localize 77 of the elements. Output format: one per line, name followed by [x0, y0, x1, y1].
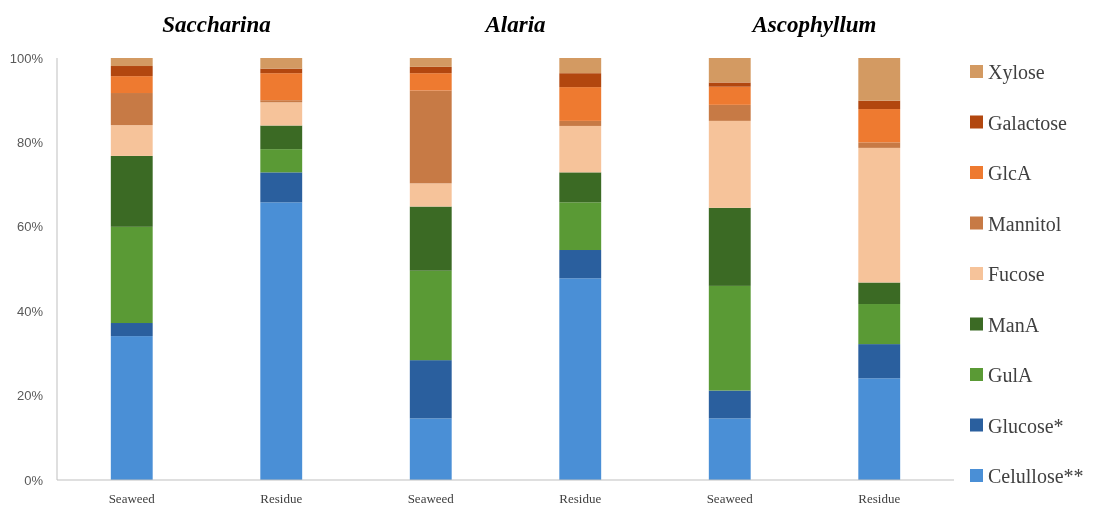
legend-label: Mannitol — [988, 212, 1062, 235]
bar — [409, 90, 452, 184]
bar — [858, 344, 901, 379]
bar — [110, 125, 153, 156]
bar — [409, 73, 452, 91]
bar — [260, 149, 303, 173]
legend-label: GulA — [988, 364, 1033, 386]
bar — [559, 250, 602, 279]
bar — [409, 270, 452, 361]
bar — [708, 418, 751, 480]
bar — [708, 58, 751, 83]
bar — [708, 82, 751, 87]
bar — [708, 207, 751, 286]
legend-label: Xylose — [988, 61, 1045, 84]
x-tick-label: Seaweed — [706, 490, 754, 506]
y-tick-label: 100% — [9, 50, 44, 66]
bar — [110, 155, 153, 227]
bar — [708, 285, 751, 391]
bar — [559, 87, 602, 121]
bar — [110, 76, 153, 94]
bar — [559, 73, 602, 88]
bar — [409, 206, 452, 271]
bar — [858, 147, 901, 283]
bar — [409, 66, 452, 74]
bar — [260, 172, 303, 203]
y-tick-label: 40% — [16, 303, 44, 319]
bar — [409, 58, 452, 67]
bar — [559, 172, 602, 203]
bar — [110, 323, 153, 337]
bar — [858, 304, 901, 345]
bar — [858, 378, 901, 480]
y-tick-label: 0% — [24, 472, 44, 488]
bar — [260, 100, 303, 103]
bar — [708, 104, 751, 121]
bar — [110, 93, 153, 126]
bar — [708, 390, 751, 419]
y-tick-label: 60% — [16, 219, 44, 235]
legend-label: Glucose* — [988, 414, 1064, 437]
chart-title: Ascophyllum — [750, 12, 877, 37]
bar — [559, 278, 602, 480]
bar — [110, 58, 153, 67]
bar — [260, 73, 303, 101]
x-tick-label: Residue — [559, 490, 602, 506]
bar — [858, 100, 901, 110]
x-tick-label: Residue — [858, 490, 901, 506]
chart-title: Saccharina — [162, 12, 271, 37]
legend-label: GlcA — [988, 162, 1032, 184]
x-tick-label: Seaweed — [108, 490, 156, 506]
bar — [559, 125, 602, 173]
bar — [559, 58, 602, 74]
bar — [409, 183, 452, 207]
bar — [409, 418, 452, 480]
y-tick-label: 80% — [16, 134, 44, 150]
bar — [110, 336, 153, 480]
bar — [409, 360, 452, 419]
chart-title: Alaria — [483, 12, 546, 37]
legend-label: ManA — [988, 313, 1040, 336]
bar — [110, 66, 153, 77]
bar — [858, 142, 901, 148]
legend-label: Galactose — [988, 111, 1067, 134]
bar — [858, 282, 901, 305]
bar — [260, 202, 303, 480]
x-tick-label: Seaweed — [407, 490, 455, 506]
bar — [260, 58, 303, 69]
y-tick-label: 20% — [16, 388, 44, 404]
bar — [559, 120, 602, 126]
bar — [559, 202, 602, 251]
bar — [708, 120, 751, 208]
bar — [110, 226, 153, 324]
legend-label: Fucose — [988, 263, 1045, 285]
bar — [260, 125, 303, 150]
bar — [858, 58, 901, 101]
bar — [260, 102, 303, 126]
legend-label: Celullose** — [988, 465, 1084, 487]
x-tick-label: Residue — [260, 490, 303, 506]
bar — [708, 86, 751, 105]
bar — [858, 109, 901, 143]
